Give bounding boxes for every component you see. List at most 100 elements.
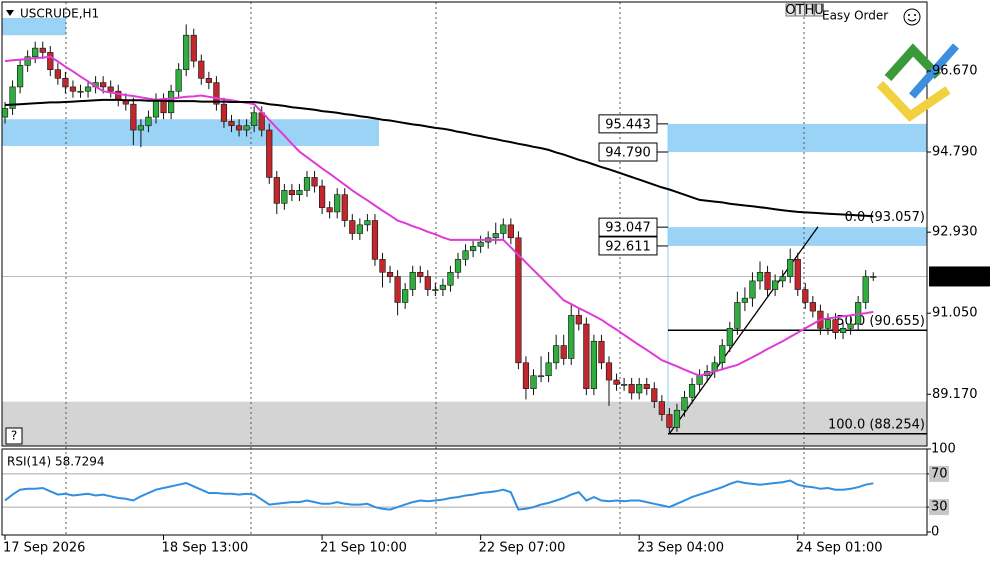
y-tick-label: 89.170 (932, 387, 978, 402)
candle-body (809, 302, 816, 312)
smiley[interactable] (903, 8, 921, 26)
candle-body (228, 121, 235, 127)
candle-body (318, 185, 326, 208)
logo-green (884, 43, 942, 81)
smiley-eye (914, 14, 916, 16)
candle-body (1, 108, 9, 118)
candle-body (862, 276, 869, 303)
candle-body (175, 69, 182, 92)
candle-body (643, 384, 650, 389)
zone-label: 93.047 (605, 221, 651, 236)
zone-label: 95.443 (605, 117, 651, 132)
candle-body (266, 129, 273, 178)
candle-body (749, 280, 756, 299)
candle-body (726, 328, 733, 346)
candle-body (47, 52, 54, 70)
y-tick-label: 94.790 (932, 145, 978, 160)
candle-body (530, 375, 537, 389)
x-tick-label: 23 Sep 04:00 (637, 541, 724, 556)
x-tick-label: 22 Sep 07:00 (479, 541, 566, 556)
candle-body (152, 99, 160, 118)
candle-body (779, 276, 786, 282)
candle-body (198, 60, 205, 79)
logo (876, 43, 960, 122)
easy-order[interactable]: Easy Order (822, 9, 888, 23)
candle-body (16, 65, 24, 88)
grid (65, 2, 805, 535)
toolbar-button-label: U (814, 3, 824, 18)
y-tick-label: 96.670 (932, 63, 978, 78)
candle-body (326, 207, 333, 213)
help[interactable]: ? (11, 429, 17, 443)
fib-label: 0.0 (93.057) (845, 210, 925, 225)
zone-label: 94.790 (605, 146, 651, 161)
fib-label: 100.0 (88.254) (828, 417, 925, 432)
candle-body (613, 379, 620, 385)
x-tick-label: 21 Sep 10:00 (320, 541, 407, 556)
candle-body (251, 112, 258, 127)
moving-average (4, 55, 874, 377)
toolbar-button[interactable] (814, 3, 824, 17)
candle-body (454, 259, 462, 273)
candle-body (130, 103, 137, 131)
x-tick-label: 18 Sep 13:00 (162, 541, 249, 556)
menu-triangle[interactable] (6, 10, 14, 16)
candle-body (288, 190, 296, 195)
rsi-level-box (929, 499, 949, 516)
candle-body (341, 194, 348, 221)
logo-blue (908, 43, 960, 99)
candle-body (379, 259, 386, 273)
help-box[interactable] (5, 427, 23, 445)
candle-body (794, 259, 801, 290)
candle-body (741, 297, 748, 303)
candle-body (417, 271, 424, 277)
candle-body (673, 409, 681, 428)
candle-body (651, 388, 658, 402)
candle-body (137, 125, 145, 131)
zones (2, 17, 927, 446)
candle-body (356, 224, 363, 234)
candle-body (870, 276, 877, 278)
candle-body (507, 224, 514, 239)
candle-body (771, 280, 779, 290)
candle-body (371, 220, 379, 260)
candle-body (605, 362, 613, 381)
candle-body (9, 86, 16, 109)
candle-body (303, 177, 311, 191)
candle-body (364, 220, 371, 226)
candle-body (764, 271, 771, 290)
candle-body (439, 284, 447, 290)
y-tick-label: 92.930 (932, 225, 978, 240)
candle-body (560, 345, 567, 359)
candle-body (281, 190, 288, 204)
candle-body (432, 289, 439, 291)
candle-body (69, 86, 77, 92)
candle-body (522, 362, 530, 389)
candle-body (824, 319, 832, 329)
candle-body (477, 241, 484, 247)
moving-average (4, 98, 874, 218)
zone (668, 123, 927, 153)
candle-body (839, 328, 847, 333)
rsi-y-tick-label: 30 (931, 500, 948, 515)
x-tick-label: 24 Sep 01:00 (796, 541, 883, 556)
candle-body (235, 125, 243, 131)
candle-body (575, 315, 582, 325)
y-tick-label: 91.050 (932, 306, 978, 321)
candle-body (802, 289, 809, 303)
candle-body (787, 259, 794, 277)
candle-body (205, 77, 212, 83)
candle-body (394, 276, 401, 303)
candle-body (107, 86, 114, 92)
candle-body (719, 345, 726, 364)
candle-body (190, 34, 197, 62)
rsi-line (4, 479, 874, 511)
candle-body (145, 116, 152, 127)
candle-body (424, 276, 431, 290)
zone (668, 227, 927, 246)
candle-body (545, 362, 552, 377)
